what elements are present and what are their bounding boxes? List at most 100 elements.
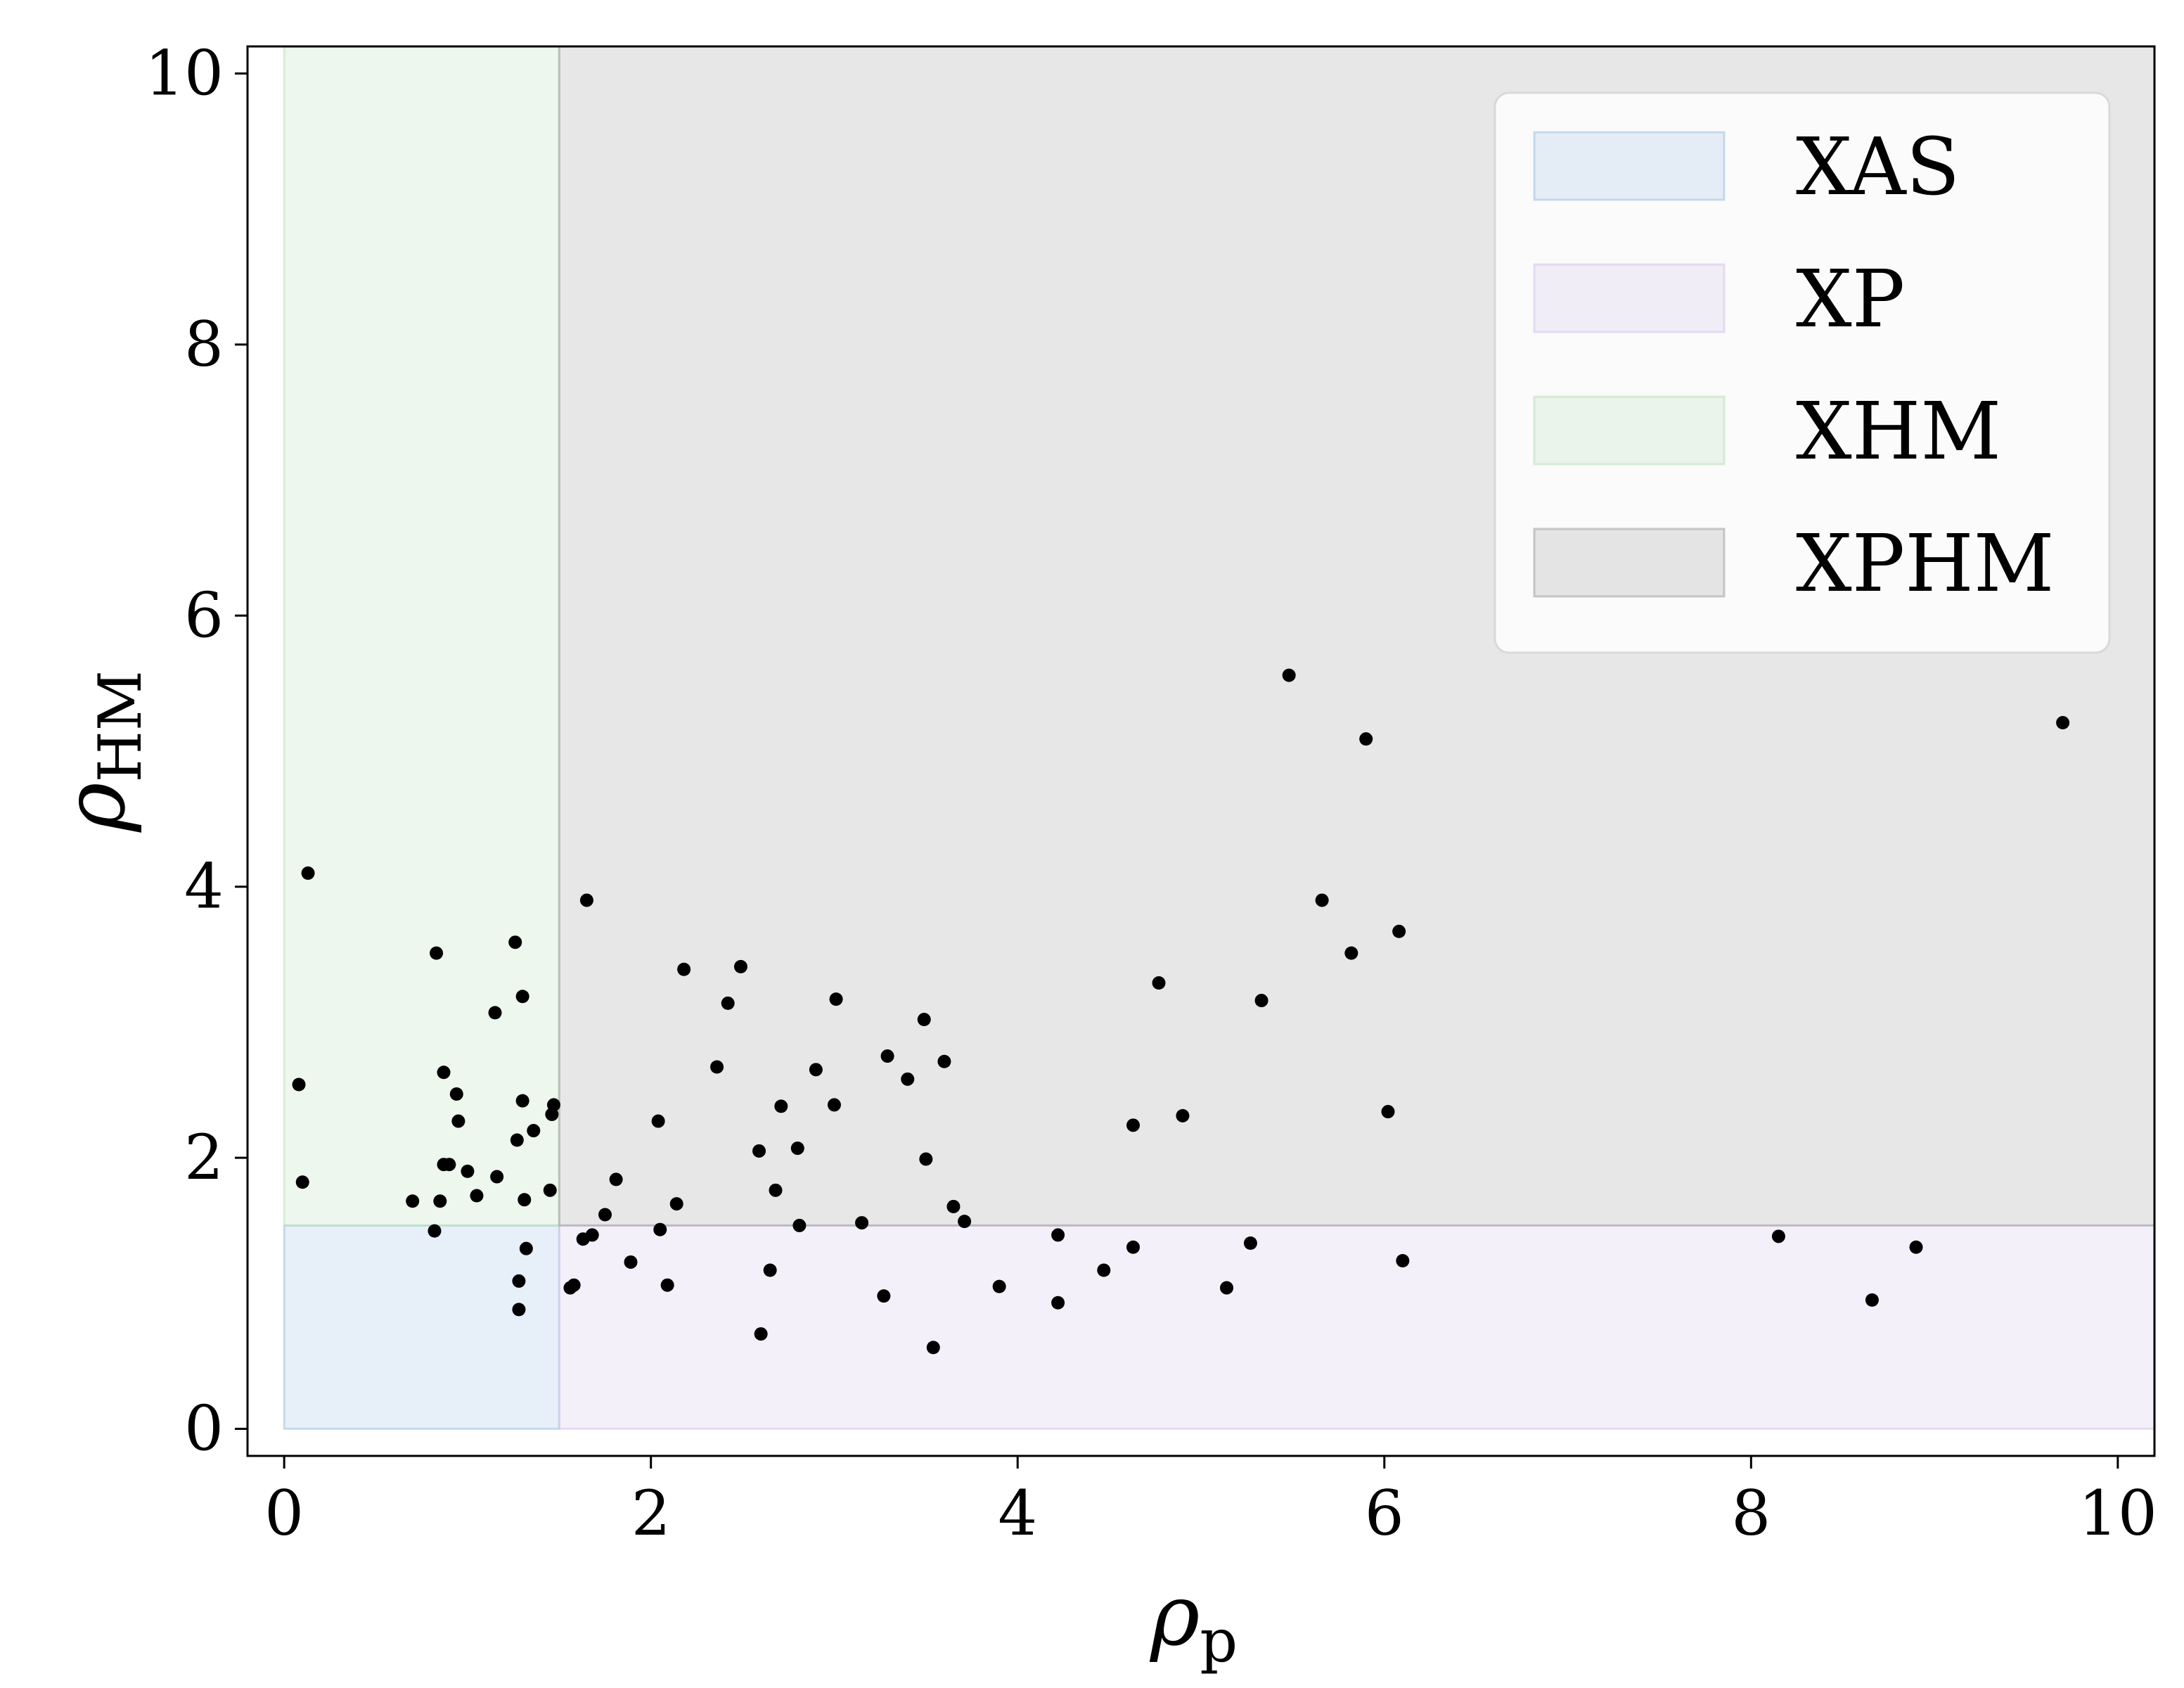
data-point [721, 996, 735, 1010]
data-point [653, 1222, 667, 1236]
region-xas [283, 1224, 560, 1430]
data-point [1126, 1118, 1141, 1132]
data-point [1051, 1296, 1065, 1310]
data-point [1243, 1236, 1257, 1250]
y-axis-label: ρHM [46, 670, 155, 833]
x-tick-label: 0 [264, 1477, 304, 1549]
data-point [579, 893, 593, 907]
x-axis-label-subscript: p [1200, 1606, 1238, 1675]
plot-frame [246, 45, 2156, 1457]
data-point [2056, 716, 2070, 730]
legend-swatch-xp [1533, 263, 1726, 333]
legend-swatch-xas [1533, 131, 1726, 201]
region-xp [558, 1224, 2154, 1430]
data-point [919, 1152, 933, 1166]
data-point [1865, 1293, 1879, 1307]
data-point [1392, 924, 1406, 938]
data-point [1359, 732, 1373, 746]
data-point [512, 1274, 526, 1288]
data-point [1176, 1108, 1190, 1123]
data-point [917, 1013, 931, 1027]
x-tick-label: 4 [998, 1477, 1037, 1549]
data-point [1220, 1281, 1234, 1295]
data-point [958, 1215, 972, 1229]
data-point [301, 866, 315, 880]
data-point [510, 1133, 524, 1147]
x-axis-ticks: 0 2 4 6 8 10 [264, 1456, 2157, 1549]
data-point [1152, 976, 1166, 990]
data-point [827, 1098, 841, 1112]
y-axis-ticks: 0 2 4 6 8 10 [145, 37, 248, 1464]
data-point [543, 1183, 557, 1197]
legend-frame [1494, 91, 2111, 654]
data-point [763, 1263, 777, 1277]
data-point [677, 962, 691, 976]
data-point [1051, 1228, 1065, 1242]
legend-swatch-xhm [1533, 395, 1726, 466]
data-point [1381, 1105, 1395, 1119]
data-point [488, 1006, 502, 1020]
data-point [519, 1241, 533, 1255]
data-point [624, 1255, 638, 1269]
data-point [1097, 1263, 1111, 1277]
data-point [855, 1216, 869, 1230]
data-point [877, 1289, 891, 1303]
data-point [769, 1183, 783, 1197]
x-tick-label: 6 [1365, 1477, 1404, 1549]
legend-label-xas: XAS [1796, 122, 1960, 213]
y-tick-label: 8 [184, 308, 224, 381]
legend: XAS XP XHM XPHM [1494, 91, 2111, 654]
y-axis-label-symbol: ρ [46, 782, 144, 833]
data-point [733, 959, 747, 973]
data-point [515, 1094, 529, 1108]
data-point [1396, 1254, 1410, 1268]
legend-label-xp: XP [1796, 254, 1905, 345]
data-point [585, 1228, 599, 1242]
data-point [651, 1114, 665, 1128]
x-axis-label-symbol: ρ [1149, 1567, 1200, 1665]
y-tick-label: 10 [145, 37, 224, 110]
data-point [710, 1060, 724, 1074]
data-point [512, 1303, 526, 1317]
data-point [754, 1327, 768, 1341]
data-point [829, 992, 843, 1006]
data-point [567, 1278, 581, 1292]
data-point [752, 1144, 766, 1158]
data-point [790, 1142, 804, 1156]
data-point [598, 1208, 612, 1222]
data-point [430, 946, 444, 960]
x-tick-label: 2 [631, 1477, 671, 1549]
data-point [1282, 668, 1296, 682]
data-point [527, 1124, 541, 1138]
data-point [1315, 893, 1329, 907]
data-point [809, 1063, 823, 1077]
data-point [461, 1164, 475, 1178]
data-point [508, 935, 522, 950]
data-point [1254, 994, 1268, 1008]
data-point [546, 1098, 560, 1112]
legend-label-xphm: XPHM [1796, 518, 2054, 610]
x-axis-label: ρp [1149, 1567, 1238, 1675]
data-point [926, 1341, 940, 1355]
y-tick-label: 6 [184, 579, 224, 651]
legend-items: XAS XP XHM XPHM [1533, 122, 2054, 610]
data-point [518, 1193, 532, 1207]
points-layer [292, 668, 2070, 1355]
data-point [1344, 946, 1358, 960]
data-point [406, 1194, 420, 1208]
x-tick-label: 10 [2079, 1477, 2157, 1549]
data-point [433, 1194, 447, 1208]
data-point [880, 1049, 894, 1063]
data-point [792, 1218, 807, 1232]
data-point [295, 1175, 309, 1189]
data-point [292, 1078, 306, 1092]
data-point [946, 1199, 961, 1213]
data-point [437, 1066, 451, 1080]
region-xhm [283, 46, 560, 1227]
data-point [515, 990, 529, 1004]
y-tick-label: 2 [184, 1121, 224, 1194]
y-tick-label: 0 [184, 1392, 224, 1464]
data-point [428, 1224, 442, 1238]
data-point [1909, 1240, 1923, 1254]
